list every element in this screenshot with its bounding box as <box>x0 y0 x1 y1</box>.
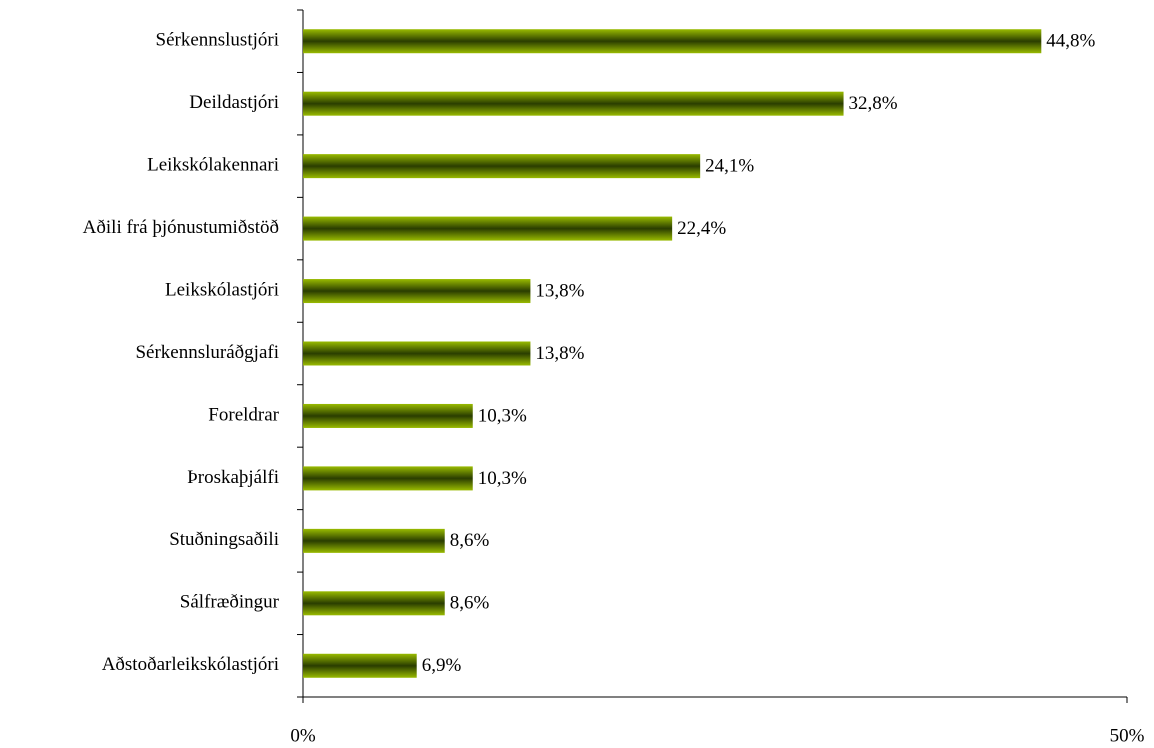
bar <box>303 29 1042 54</box>
value-label: 13,8% <box>535 280 584 301</box>
bar <box>303 154 701 179</box>
bar <box>303 403 473 428</box>
x-tick-label: 50% <box>1110 725 1145 746</box>
value-label: 24,1% <box>705 155 754 176</box>
y-tick-label: Foreldrar <box>208 404 279 425</box>
y-tick-label: Leikskólastjóri <box>165 279 279 300</box>
value-label: 8,6% <box>450 593 490 614</box>
value-label: 32,8% <box>849 93 898 114</box>
value-label: 8,6% <box>450 530 490 551</box>
bar <box>303 91 844 116</box>
value-label: 13,8% <box>535 343 584 364</box>
y-tick-label: Deildastjóri <box>189 92 279 113</box>
y-tick-label: Aðstoðarleikskólastjóri <box>102 654 279 675</box>
bar <box>303 591 445 616</box>
y-tick-label: Stuðningsaðili <box>169 529 279 550</box>
bar <box>303 216 673 241</box>
bar <box>303 341 531 366</box>
y-tick-label: Sérkennsluráðgjafi <box>135 342 279 363</box>
value-label: 44,8% <box>1046 31 1095 52</box>
value-label: 10,3% <box>478 468 527 489</box>
bar <box>303 528 445 553</box>
y-tick-label: Aðili frá þjónustumiðstöð <box>83 217 279 238</box>
value-label: 10,3% <box>478 405 527 426</box>
y-tick-label: Þroskaþjálfi <box>187 467 279 488</box>
x-tick-label: 0% <box>290 725 316 746</box>
value-label: 22,4% <box>677 218 726 239</box>
bar <box>303 279 531 304</box>
y-tick-label: Leikskólakennari <box>147 154 279 175</box>
y-tick-label: Sálfræðingur <box>180 592 280 613</box>
value-label: 6,9% <box>422 655 462 676</box>
y-tick-label: Sérkennslustjóri <box>156 30 280 51</box>
bar <box>303 653 417 678</box>
bar <box>303 466 473 491</box>
